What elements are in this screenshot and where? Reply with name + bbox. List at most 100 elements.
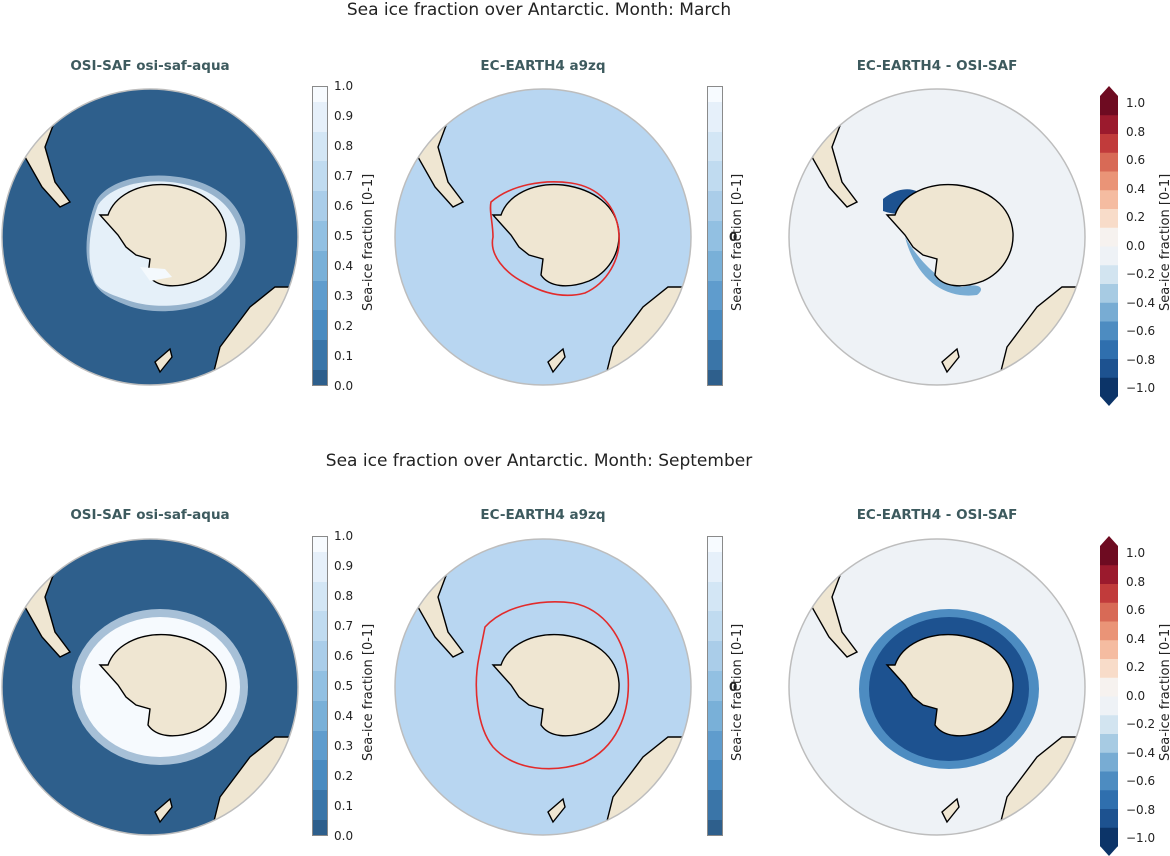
colorbar-tick-label: 0.0 [1126, 688, 1146, 703]
colorbar-segment [708, 700, 722, 716]
colorbar-extend-arrow-min [1100, 846, 1118, 856]
antarctica-land [885, 633, 1014, 737]
colorbar-segment [1100, 639, 1118, 659]
colorbar-diff-march [1100, 86, 1118, 406]
colorbar-tick-label: 0.7 [334, 169, 354, 183]
colorbar-segment [708, 611, 722, 627]
colorbar-segment [1100, 96, 1118, 116]
new-zealand-land [154, 797, 173, 824]
panel-title-obs-march: OSI-SAF osi-saf-aqua [70, 58, 230, 74]
colorbar-segment [708, 370, 722, 385]
colorbar-tick-label: 1.0 [334, 79, 354, 93]
colorbar-segment [708, 745, 722, 761]
colorbar-segment [313, 775, 327, 791]
panel-title-obs-september: OSI-SAF osi-saf-aqua [70, 507, 230, 523]
row-title-march: Sea ice fraction over Antarctic. Month: … [346, 0, 732, 20]
colorbar-tick-label: 0.9 [334, 109, 354, 123]
colorbar-segment [313, 161, 327, 177]
colorbar-tick-label: −0.6 [1126, 324, 1156, 338]
colorbar-tick-label: 0.6 [334, 199, 354, 213]
map-obs-september [1, 538, 299, 836]
colorbar-tick-label: −0.4 [1126, 295, 1156, 310]
new-zealand-land [547, 347, 566, 374]
colorbar-segment [1100, 321, 1118, 341]
colorbar-axis-label: Sea-ice fraction [0-1] [361, 623, 376, 761]
colorbar-tick-label: −0.8 [1126, 352, 1156, 367]
row-title-september: Sea ice fraction over Antarctic. Month: … [325, 451, 753, 471]
colorbar-tick-label: 0.0 [334, 829, 354, 843]
colorbar-segment [313, 101, 327, 117]
colorbar-segment [708, 715, 722, 731]
map-border [394, 538, 692, 836]
colorbar-segment [708, 280, 722, 296]
new-zealand-land [547, 797, 566, 824]
colorbar-tick-label: 0.8 [334, 589, 354, 603]
colorbar-segment [1100, 789, 1118, 809]
colorbar-segment [313, 581, 327, 597]
colorbar-tick-label: 1.0 [1126, 96, 1146, 110]
colorbar-fraction-obs-september [312, 536, 328, 836]
colorbar-segment [708, 551, 722, 567]
colorbar-segment [1100, 339, 1118, 359]
new-zealand-land [941, 797, 960, 824]
colorbar-fraction-obs-march [312, 86, 328, 386]
colorbar-tick-label: 0.4 [1126, 631, 1146, 646]
colorbar-segment [313, 641, 327, 657]
ross-ice-edge [140, 267, 172, 281]
colorbar-segment [708, 596, 722, 612]
colorbar-segment [313, 280, 327, 296]
colorbar-segment [313, 626, 327, 642]
colorbar-segment [1100, 264, 1118, 284]
colorbar-segment [313, 355, 327, 371]
colorbar-segment [708, 355, 722, 371]
map-obs-march [1, 88, 299, 386]
colorbar-fraction-model-march [707, 86, 723, 386]
colorbar-segment [313, 250, 327, 266]
panel-title-model-september: EC-EARTH4 a9zq [480, 507, 606, 523]
colorbar-segment [708, 265, 722, 281]
ice-edge-contour [475, 601, 630, 770]
map-border [788, 88, 1086, 386]
colorbar-segment [708, 685, 722, 701]
colorbar-segment [1100, 152, 1118, 172]
colorbar-segment [313, 295, 327, 311]
colorbar-segment [1100, 114, 1118, 134]
colorbar-segment [708, 730, 722, 746]
colorbar-segment [313, 325, 327, 341]
colorbar-segment [1100, 583, 1118, 603]
colorbar-segment [1100, 714, 1118, 734]
colorbar-segment [313, 566, 327, 582]
colorbar-tick-label: 0.2 [1126, 210, 1146, 224]
colorbar-segment [313, 86, 327, 102]
colorbar-segment [1100, 546, 1118, 566]
colorbar-segment [1100, 227, 1118, 247]
colorbar-segment [313, 715, 327, 731]
colorbar-segment [708, 626, 722, 642]
colorbar-segment [313, 805, 327, 821]
colorbar-segment [1100, 621, 1118, 641]
colorbar-segment [708, 116, 722, 132]
colorbar-segment [313, 146, 327, 162]
colorbar-segment [313, 820, 327, 835]
colorbar-segment [1100, 377, 1118, 397]
colorbar-extend-arrow-min [1100, 396, 1118, 406]
colorbar-segment [313, 265, 327, 281]
colorbar-fraction-model-september [707, 536, 723, 836]
colorbar-segment [313, 206, 327, 222]
colorbar-tick-label: 1.0 [1126, 546, 1146, 560]
colorbar-tick-label: −0.2 [1126, 267, 1156, 281]
colorbar-tick-label: 0.4 [1126, 181, 1146, 196]
colorbar-tick-label: 1.0 [334, 529, 354, 543]
colorbar-model-mid-label: 0 [729, 680, 738, 694]
colorbar-tick-label: 0.5 [334, 229, 354, 243]
colorbar-segment [1100, 564, 1118, 584]
colorbar-tick-label: 0.5 [334, 679, 354, 693]
colorbar-segment [1100, 733, 1118, 753]
colorbar-segment [708, 221, 722, 236]
colorbar-segment [708, 310, 722, 326]
colorbar-segment [708, 641, 722, 657]
panel-title-model-march: EC-EARTH4 a9zq [480, 58, 606, 74]
colorbar-axis-label: Sea-ice fraction [0-1] [361, 173, 376, 311]
antarctica-land [885, 183, 1014, 287]
colorbar-tick-label: 0.0 [334, 379, 354, 393]
